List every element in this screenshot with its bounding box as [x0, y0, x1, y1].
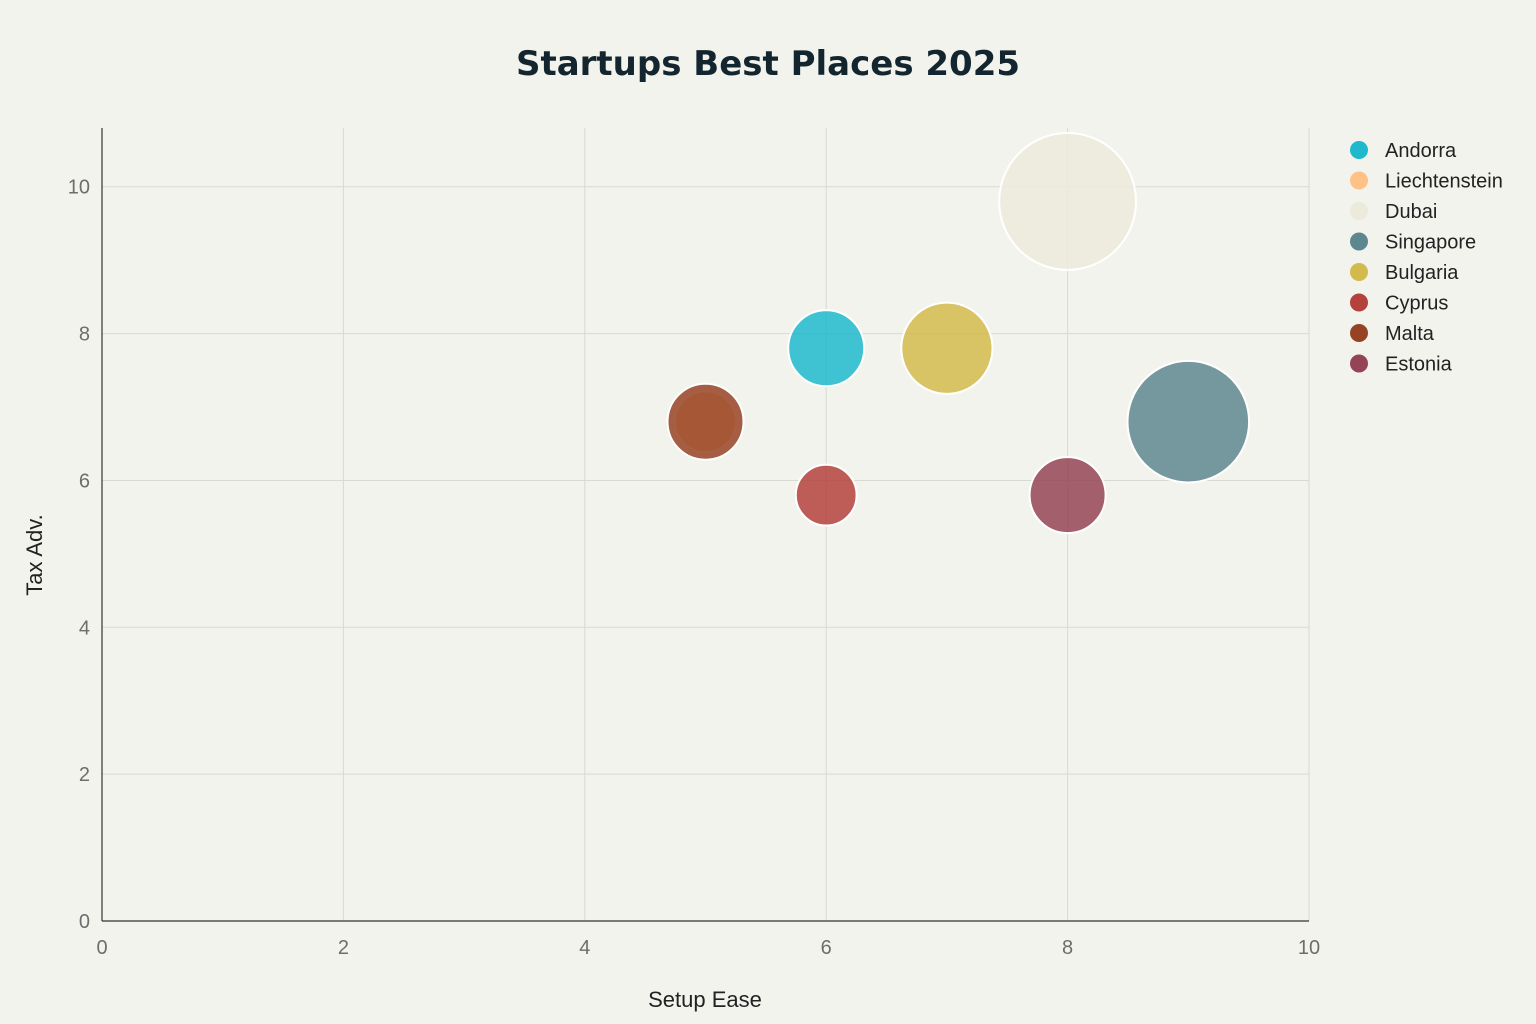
y-tick-label: 0 — [79, 911, 90, 933]
legend-label-liechtenstein[interactable]: Liechtenstein — [1385, 171, 1503, 193]
legend-label-dubai[interactable]: Dubai — [1385, 201, 1437, 223]
x-tick-label: 6 — [821, 937, 832, 959]
legend-label-andorra[interactable]: Andorra — [1385, 140, 1457, 162]
bubble-andorra[interactable] — [787, 309, 866, 388]
legend-marker-singapore — [1350, 232, 1368, 251]
bubble-estonia[interactable] — [1028, 456, 1107, 535]
legend-marker-dubai — [1350, 202, 1368, 220]
chart-title: Startups Best Places 2025 — [516, 44, 1020, 84]
legend-label-estonia[interactable]: Estonia — [1385, 354, 1453, 376]
legend-marker-malta — [1350, 324, 1368, 342]
legend-marker-bulgaria — [1350, 263, 1368, 281]
x-tick-label: 10 — [1298, 937, 1320, 959]
y-axis-title: Tax Adv. — [22, 514, 47, 596]
x-tick-labels: 0 2 4 6 8 10 — [96, 937, 1320, 959]
x-tick-label: 4 — [579, 937, 590, 959]
bubble-singapore[interactable] — [1126, 359, 1251, 484]
legend-label-singapore[interactable]: Singapore — [1385, 232, 1476, 254]
bubble-bulgaria[interactable] — [900, 301, 994, 395]
x-tick-label: 8 — [1062, 937, 1073, 959]
legend: Andorra Liechtenstein Dubai Singapore Bulgar… — [1350, 140, 1503, 376]
x-tick-label: 0 — [96, 937, 107, 959]
y-tick-label: 2 — [79, 764, 90, 786]
bubble-dubai[interactable] — [998, 132, 1137, 271]
bubble-malta[interactable] — [666, 382, 745, 461]
x-tick-label: 2 — [338, 937, 349, 959]
legend-label-bulgaria[interactable]: Bulgaria — [1385, 262, 1459, 284]
legend-label-cyprus[interactable]: Cyprus — [1385, 293, 1448, 315]
y-tick-label: 10 — [68, 177, 90, 199]
x-axis-title: Setup Ease — [648, 987, 762, 1012]
bubble-cyprus[interactable] — [794, 463, 858, 527]
y-tick-label: 6 — [79, 470, 90, 492]
y-tick-labels: 0 2 4 6 8 10 — [68, 177, 90, 933]
y-tick-label: 8 — [79, 324, 90, 346]
legend-label-malta[interactable]: Malta — [1385, 323, 1435, 345]
y-tick-label: 4 — [79, 617, 90, 639]
legend-marker-liechtenstein — [1350, 171, 1368, 190]
grid — [102, 128, 1310, 921]
bubbles — [666, 132, 1251, 535]
legend-marker-cyprus — [1350, 293, 1368, 312]
axes — [101, 128, 1309, 922]
legend-marker-andorra — [1350, 141, 1368, 159]
legend-marker-estonia — [1350, 354, 1368, 373]
